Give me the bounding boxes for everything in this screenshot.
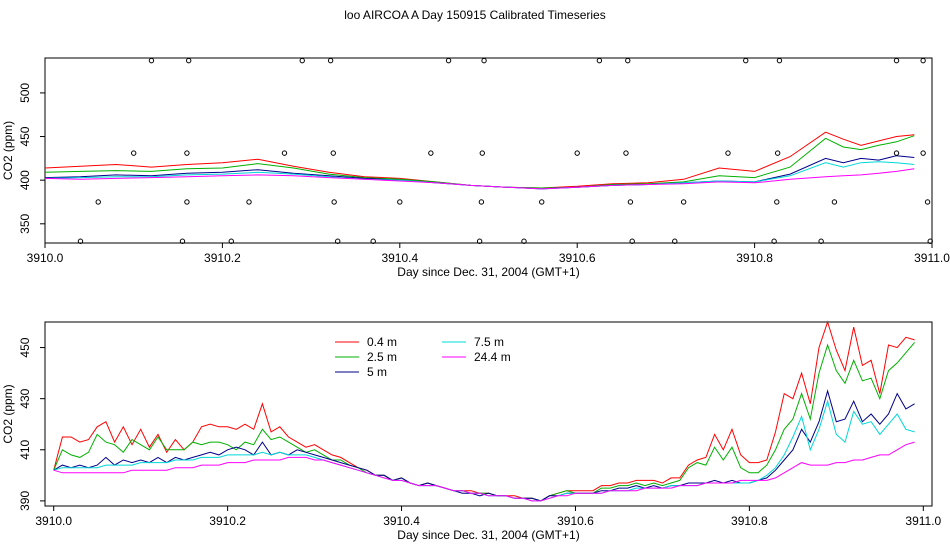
data-point-marker — [774, 199, 780, 205]
series-line-24-4-m — [44, 168, 915, 190]
y-tick-label: 400 — [18, 170, 32, 190]
legend-label: 0.4 m — [367, 335, 397, 349]
data-point-marker — [623, 150, 629, 156]
x-tick-label: 3910.8 — [736, 251, 773, 265]
x-tick-label: 3910.6 — [557, 514, 594, 528]
data-point-marker — [77, 238, 84, 244]
data-point-marker — [627, 199, 634, 205]
data-point-marker — [428, 150, 434, 156]
y-tick-label: 390 — [18, 491, 32, 511]
data-point-marker — [331, 199, 337, 205]
y-tick-label: 350 — [18, 213, 32, 233]
x-tick-label: 3910.0 — [35, 514, 72, 528]
legend-label: 7.5 m — [474, 335, 504, 349]
data-point-marker — [539, 199, 545, 205]
data-point-marker — [481, 57, 487, 64]
x-tick-label: 3911.0 — [905, 514, 941, 528]
data-point-marker — [672, 238, 678, 244]
data-point-marker — [184, 199, 190, 205]
legend-label: 24.4 m — [474, 350, 511, 364]
data-point-marker — [521, 238, 527, 244]
data-point-marker — [625, 57, 631, 64]
y-tick-label: 500 — [18, 83, 32, 103]
data-point-marker — [924, 199, 931, 205]
data-point-marker — [184, 150, 190, 156]
data-point-marker — [95, 199, 101, 205]
legend: 0.4 m2.5 m5 m 7.5 m24.4 m — [335, 335, 511, 379]
data-point-marker — [335, 238, 341, 244]
y-tick-label: 450 — [18, 126, 32, 146]
data-point-marker — [927, 238, 933, 244]
y-tick-label: 410 — [18, 439, 32, 459]
x-tick-label: 3910.0 — [27, 251, 64, 265]
chart-title: loo AIRCOA A Day 150915 Calibrated Times… — [344, 8, 606, 22]
x-tick-label: 3910.8 — [731, 514, 768, 528]
data-point-marker — [476, 238, 483, 244]
data-point-marker — [179, 238, 186, 244]
data-point-marker — [893, 150, 900, 156]
data-point-marker — [185, 57, 192, 64]
x-axis-label: Day since Dec. 31, 2004 (GMT+1) — [397, 528, 579, 542]
data-point-marker — [478, 199, 485, 205]
series-line-5-m — [53, 389, 915, 502]
data-point-marker — [445, 57, 452, 64]
data-point-marker — [246, 199, 252, 205]
data-point-marker — [680, 199, 687, 205]
data-point-marker — [131, 150, 137, 156]
data-point-marker — [920, 57, 926, 64]
y-tick-label: 430 — [18, 388, 32, 408]
data-point-marker — [831, 199, 838, 205]
series-line-2-5-m — [53, 342, 915, 502]
data-point-marker — [574, 150, 580, 156]
legend-label: 2.5 m — [367, 350, 397, 364]
series-line-24-4-m — [53, 441, 915, 502]
upper-plot: 3910.0 3910.2 3910.4 3910.6 3910.8 3911.0 Day … — [1, 57, 950, 279]
data-point-marker — [299, 57, 305, 64]
series-line-5-m — [44, 155, 915, 190]
y-axis-label: CO2 (ppm) — [1, 121, 15, 180]
data-point-marker — [370, 238, 376, 244]
x-axis-label: Day since Dec. 31, 2004 (GMT+1) — [397, 265, 579, 279]
y-axis-label: CO2 (ppm) — [1, 384, 15, 443]
x-tick-label: 3911.0 — [914, 251, 950, 265]
data-point-marker — [479, 150, 485, 156]
x-tick-label: 3910.4 — [381, 251, 418, 265]
data-point-marker — [596, 57, 603, 64]
x-tick-label: 3910.4 — [383, 514, 420, 528]
data-point-marker — [920, 150, 926, 156]
data-point-marker — [281, 150, 288, 156]
legend-label: 5 m — [367, 365, 387, 379]
data-point-marker — [743, 57, 749, 64]
data-point-marker — [327, 57, 334, 64]
data-point-marker — [629, 238, 635, 244]
y-tick-label: 450 — [18, 337, 32, 357]
x-tick-label: 3910.2 — [209, 514, 246, 528]
data-point-marker — [397, 199, 403, 205]
series-line-7-5-m — [53, 399, 915, 502]
lower-plot: 3910.0 3910.2 3910.4 3910.6 3910.8 3911.0 Day … — [1, 320, 942, 542]
data-point-marker — [893, 57, 900, 64]
x-tick-label: 3910.2 — [204, 251, 241, 265]
data-point-marker — [771, 238, 777, 244]
data-point-marker — [774, 150, 781, 156]
data-point-marker — [330, 150, 336, 156]
data-point-marker — [776, 57, 783, 64]
data-point-marker — [148, 57, 155, 64]
data-point-marker — [818, 238, 824, 244]
plot-frame — [44, 321, 933, 507]
plot-frame — [44, 57, 933, 244]
data-point-marker — [228, 238, 234, 244]
data-point-marker — [725, 150, 731, 156]
x-tick-label: 3910.6 — [559, 251, 596, 265]
